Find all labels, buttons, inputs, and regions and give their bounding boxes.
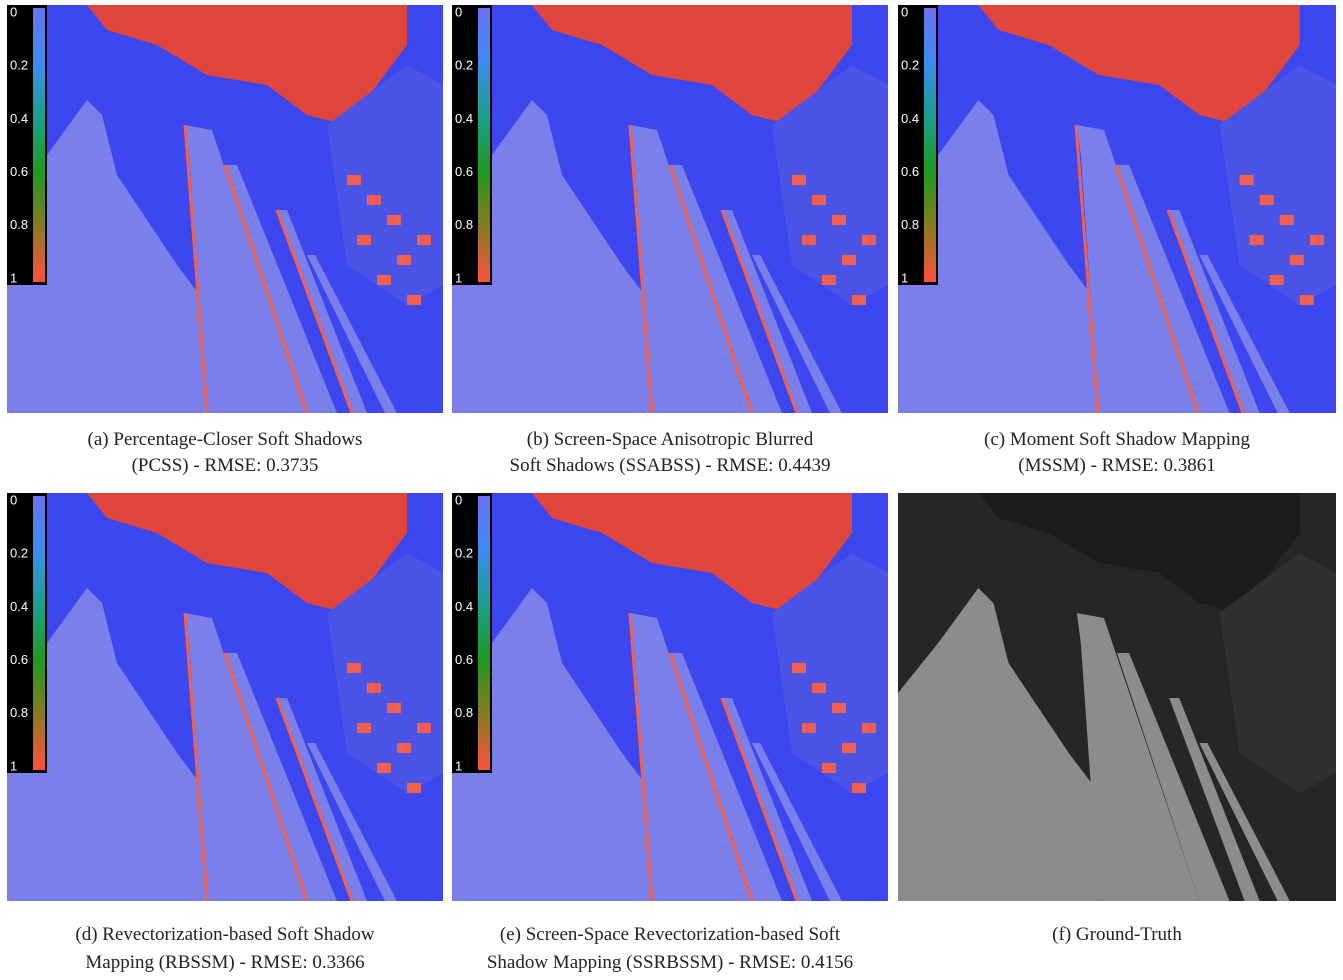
shadow-edge	[792, 663, 806, 673]
colorbar-tick-label: 0.8	[10, 705, 28, 720]
shadow-edge	[812, 683, 826, 693]
shadow-edge	[852, 783, 866, 793]
caption: (MSSM) - RMSE: 0.3861	[892, 453, 1342, 479]
shadow-edge	[822, 763, 836, 773]
caption: (d) Revectorization-based Soft Shadow	[0, 922, 450, 948]
shadow-edge	[792, 175, 806, 185]
colorbar-tick-label: 0.4	[10, 111, 28, 126]
caption: (c) Moment Soft Shadow Mapping	[892, 427, 1342, 453]
shadow-edge	[1260, 195, 1274, 205]
caption: (a) Percentage-Closer Soft Shadows	[0, 427, 450, 453]
colorbar-tick-label: 0.4	[901, 111, 919, 126]
shadow-edge	[387, 215, 401, 225]
colorbar-tick-label: 0.8	[10, 217, 28, 232]
colorbar-tick-label: 1	[10, 758, 17, 773]
shadow-edge	[832, 703, 846, 713]
page: 0 0.2 0.4 0.6 0.8 1 (a) Percentage-Closer Soft…	[0, 0, 1343, 980]
shadow-edge	[812, 195, 826, 205]
heatmap-image: 0 0.2 0.4 0.6 0.8 1	[7, 493, 443, 901]
colorbar-tick-label: 0.8	[455, 705, 473, 720]
colorbar-tick-label: 0	[10, 5, 17, 19]
shadow-edge	[1310, 235, 1324, 245]
colorbar-tick-label: 0.6	[901, 164, 919, 179]
shadow-edge	[862, 235, 876, 245]
colorbar	[33, 8, 45, 282]
colorbar-tick-label: 0.4	[455, 111, 473, 126]
shadow-edge	[832, 215, 846, 225]
caption: (f) Ground-Truth	[892, 922, 1342, 948]
shadow-edge	[1280, 215, 1294, 225]
colorbar-tick-label: 0	[455, 493, 462, 507]
colorbar-tick-label: 0.6	[10, 652, 28, 667]
shadow-edge	[397, 255, 411, 265]
colorbar	[478, 8, 490, 282]
shadow-edge	[397, 743, 411, 753]
caption: Soft Shadows (SSABSS) - RMSE: 0.4439	[445, 453, 895, 479]
shadow-edge	[407, 295, 421, 305]
colorbar-tick-label: 0.8	[455, 217, 473, 232]
colorbar-tick-label: 0.4	[455, 599, 473, 614]
colorbar-tick-label: 0	[10, 493, 17, 507]
caption: (PCSS) - RMSE: 0.3735	[0, 453, 450, 479]
shadow-edge	[862, 723, 876, 733]
heatmap-image: 0 0.2 0.4 0.6 0.8 1	[452, 493, 888, 901]
colorbar-tick-label: 1	[455, 270, 462, 285]
shadow-edge	[377, 275, 391, 285]
shadow-edge	[822, 275, 836, 285]
ground-truth-image	[898, 493, 1336, 901]
shadow-edge	[347, 663, 361, 673]
colorbar-tick-label: 0.2	[10, 58, 28, 73]
colorbar	[33, 496, 45, 770]
caption: (e) Screen-Space Revectorization-based S…	[445, 922, 895, 948]
caption: (b) Screen-Space Anisotropic Blurred	[445, 427, 895, 453]
shadow-edge	[842, 743, 856, 753]
shadow-edge	[802, 723, 816, 733]
colorbar-tick-label: 0.2	[455, 58, 473, 73]
heatmap-image: 0 0.2 0.4 0.6 0.8 1	[7, 5, 443, 413]
colorbar-tick-label: 0.2	[455, 546, 473, 561]
heatmap-image: 0 0.2 0.4 0.6 0.8 1	[898, 5, 1336, 413]
shadow-edge	[367, 195, 381, 205]
colorbar-tick-label: 0.4	[10, 599, 28, 614]
colorbar	[924, 8, 936, 282]
shadow-edge	[417, 235, 431, 245]
colorbar-tick-label: 0.6	[455, 652, 473, 667]
colorbar-tick-label: 0	[455, 5, 462, 19]
colorbar-tick-label: 1	[455, 758, 462, 773]
shadow-edge	[367, 683, 381, 693]
shadow-edge	[842, 255, 856, 265]
colorbar-tick-label: 0.6	[455, 164, 473, 179]
colorbar-tick-label: 0	[901, 5, 908, 19]
caption: Mapping (RBSSM) - RMSE: 0.3366	[0, 950, 450, 976]
colorbar-tick-label: 0.2	[10, 546, 28, 561]
shadow-edge	[377, 763, 391, 773]
shadow-edge	[387, 703, 401, 713]
shadow-edge	[1300, 295, 1314, 305]
shadow-edge	[1290, 255, 1304, 265]
colorbar-tick-label: 1	[901, 270, 908, 285]
shadow-edge	[417, 723, 431, 733]
shadow-edge	[1270, 275, 1284, 285]
heatmap-image: 0 0.2 0.4 0.6 0.8 1	[452, 5, 888, 413]
caption: Shadow Mapping (SSRBSSM) - RMSE: 0.4156	[445, 950, 895, 976]
shadow-edge	[357, 723, 371, 733]
shadow-edge	[1240, 175, 1254, 185]
shadow-edge	[357, 235, 371, 245]
shadow-edge	[407, 783, 421, 793]
colorbar-tick-label: 1	[10, 270, 17, 285]
colorbar-tick-label: 0.6	[10, 164, 28, 179]
colorbar-tick-label: 0.2	[901, 58, 919, 73]
shadow-edge	[802, 235, 816, 245]
shadow-edge	[1250, 235, 1264, 245]
shadow-edge	[852, 295, 866, 305]
colorbar-tick-label: 0.8	[901, 217, 919, 232]
colorbar	[478, 496, 490, 770]
shadow-edge	[347, 175, 361, 185]
